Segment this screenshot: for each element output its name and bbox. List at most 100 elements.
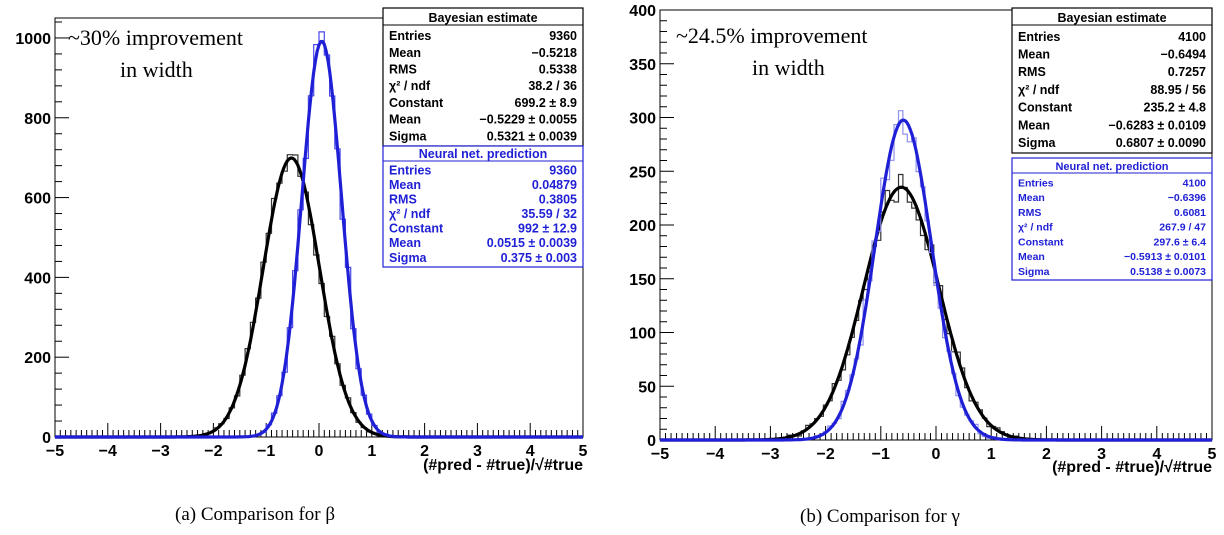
stats-box-frame bbox=[1011, 7, 1213, 154]
annotation-line-1: ~30% improvement bbox=[68, 25, 243, 50]
stats-label: Sigma bbox=[389, 251, 428, 265]
stats-value: 699.2 ± 8.9 bbox=[515, 96, 578, 110]
stats-box-title: Neural net. prediction bbox=[1055, 161, 1168, 173]
stats-value: 9360 bbox=[549, 29, 577, 43]
stats-label: Sigma bbox=[1018, 136, 1057, 150]
y-tick-label: 350 bbox=[629, 57, 656, 74]
stats-value: −0.6396 bbox=[1168, 192, 1206, 204]
x-axis-title: (#pred - #true)/√#true bbox=[423, 457, 583, 474]
stats-value: 38.2 / 36 bbox=[528, 79, 577, 93]
stats-label: Mean bbox=[1018, 192, 1045, 204]
y-tick-label: 250 bbox=[629, 164, 656, 181]
stats-label: Mean bbox=[1018, 251, 1045, 263]
stats-value: 4100 bbox=[1183, 177, 1207, 189]
stats-box-frame bbox=[382, 145, 584, 268]
x-tick-label: 3 bbox=[1097, 446, 1106, 463]
stats-label: Entries bbox=[1018, 30, 1060, 44]
annotation-line-1: ~24.5% improvement bbox=[676, 23, 868, 48]
stats-label: RMS bbox=[1018, 207, 1041, 219]
stats-box-title: Neural net. prediction bbox=[419, 147, 548, 161]
stats-value: 267.9 / 47 bbox=[1159, 222, 1206, 234]
stats-label: Entries bbox=[389, 163, 431, 177]
y-tick-label: 200 bbox=[24, 350, 51, 367]
y-tick-label: 800 bbox=[24, 111, 51, 128]
x-tick-label: 5 bbox=[1208, 446, 1217, 463]
stats-value: 0.6807 ± 0.0090 bbox=[1116, 136, 1206, 150]
chart-panel-a: 0 200 400 600 800 1000 −5 −4 −3 −2 −1 0 1 2 3 4 5(#pred … bbox=[15, 7, 588, 525]
stats-label: Entries bbox=[389, 29, 431, 43]
fit-curve-neural-net bbox=[660, 118, 1212, 442]
stats-label: χ² / ndf bbox=[1018, 83, 1060, 97]
x-tick-label: −1 bbox=[257, 443, 275, 460]
stats-value: −0.5229 ± 0.0055 bbox=[479, 113, 577, 127]
y-tick-label: 150 bbox=[629, 272, 656, 289]
x-tick-label: 2 bbox=[420, 443, 429, 460]
y-tick-label: 50 bbox=[638, 379, 656, 396]
stats-label: Constant bbox=[389, 222, 444, 236]
stats-value: 35.59 / 32 bbox=[521, 207, 577, 221]
stats-value: 0.5321 ± 0.0039 bbox=[487, 129, 577, 143]
x-tick-label: −2 bbox=[204, 443, 222, 460]
stats-label: RMS bbox=[1018, 65, 1046, 79]
y-tick-label: 400 bbox=[629, 3, 656, 20]
stats-box-bayesian: Bayesian estimate Entries 9360 Mean −0.5218 R… bbox=[382, 7, 584, 147]
stats-box-frame bbox=[1011, 157, 1213, 281]
x-tick-label: −1 bbox=[872, 446, 890, 463]
x-tick-label: 0 bbox=[932, 446, 941, 463]
stats-value: 0.6081 bbox=[1174, 207, 1206, 219]
y-tick-label: 600 bbox=[24, 191, 51, 208]
stats-label: Constant bbox=[1018, 236, 1064, 248]
stats-value: −0.5218 bbox=[531, 46, 577, 60]
x-tick-label: −5 bbox=[651, 446, 669, 463]
stats-label: Mean bbox=[1018, 48, 1050, 62]
x-tick-label: 0 bbox=[315, 443, 324, 460]
stats-label: Mean bbox=[389, 113, 421, 127]
x-tick-label: −3 bbox=[151, 443, 169, 460]
x-tick-label: 1 bbox=[367, 443, 376, 460]
x-tick-label: 5 bbox=[579, 443, 588, 460]
x-tick-label: 2 bbox=[1042, 446, 1051, 463]
x-tick-label: −2 bbox=[816, 446, 834, 463]
x-tick-label: −5 bbox=[46, 443, 64, 460]
stats-value: 0.3805 bbox=[539, 193, 577, 207]
stats-box-neural-net: Neural net. prediction Entries 9360 Mean 0.0… bbox=[382, 145, 584, 268]
stats-label: Mean bbox=[389, 178, 421, 192]
y-tick-label: 1000 bbox=[15, 31, 51, 48]
x-tick-label: −3 bbox=[761, 446, 779, 463]
stats-value: 0.0515 ± 0.0039 bbox=[487, 236, 577, 250]
x-tick-label: −4 bbox=[706, 446, 724, 463]
figure-caption: (b) Comparison for γ bbox=[800, 506, 960, 527]
figure-caption: (a) Comparison for β bbox=[175, 504, 335, 525]
x-tick-label: 3 bbox=[473, 443, 482, 460]
stats-value: 4100 bbox=[1178, 30, 1206, 44]
y-tick-label: 300 bbox=[629, 111, 656, 128]
stats-value: −0.5913 ± 0.0101 bbox=[1124, 251, 1206, 263]
stats-box-title: Bayesian estimate bbox=[428, 11, 537, 25]
stats-value: −0.6494 bbox=[1160, 48, 1206, 62]
fit-curve-neural-net bbox=[55, 39, 583, 439]
stats-value: −0.6283 ± 0.0109 bbox=[1108, 118, 1206, 132]
stats-label: Mean bbox=[389, 46, 421, 60]
stats-value: 297.6 ± 6.4 bbox=[1154, 236, 1207, 248]
x-tick-label: 4 bbox=[526, 443, 535, 460]
stats-value: 0.04879 bbox=[532, 178, 577, 192]
stats-label: Mean bbox=[389, 236, 421, 250]
x-axis-title: (#pred - #true)/√#true bbox=[1052, 459, 1212, 476]
stats-label: χ² / ndf bbox=[389, 79, 431, 93]
stats-value: 0.5338 bbox=[539, 62, 577, 76]
stats-label: χ² / ndf bbox=[389, 207, 431, 221]
stats-box-title: Bayesian estimate bbox=[1057, 11, 1166, 25]
stats-label: Constant bbox=[1018, 101, 1073, 115]
annotation-line-2: in width bbox=[120, 57, 193, 82]
stats-value: 235.2 ± 4.8 bbox=[1144, 101, 1207, 115]
stats-value: 9360 bbox=[549, 163, 577, 177]
y-tick-label: 0 bbox=[42, 430, 51, 447]
y-tick-label: 100 bbox=[629, 326, 656, 343]
chart-panel-b: 0 50 100 150 200 250 300 350 400 −5 −4 −3 −2 −1 0 1 2 3 4 5… bbox=[629, 3, 1216, 527]
stats-value: 0.5138 ± 0.0073 bbox=[1130, 266, 1206, 278]
stats-label: Mean bbox=[1018, 118, 1050, 132]
x-tick-label: −4 bbox=[99, 443, 117, 460]
annotation-line-2: in width bbox=[752, 55, 825, 80]
